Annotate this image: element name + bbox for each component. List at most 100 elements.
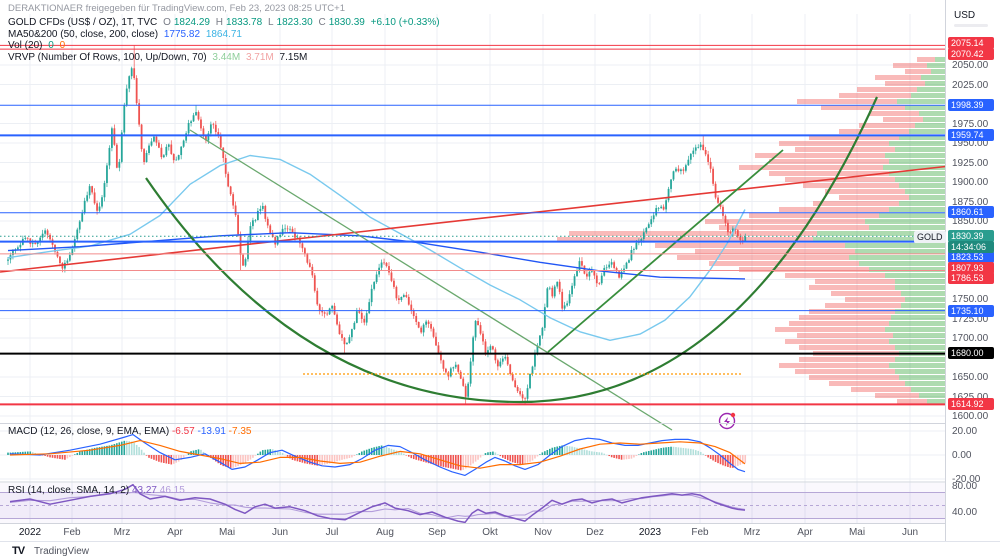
price-tick-label: 40.00 [952,507,978,518]
rsi-legend-row[interactable]: RSI (14, close, SMA, 14, 2) 43.27 46.15 [8,485,185,496]
macd-hist-value: -6.57 [171,426,195,437]
footer-bar: TV TradingView [0,541,1000,560]
vrvp-total-value: 7.15M [279,51,308,63]
rsi-value: 43.27 [131,485,157,496]
time-tick-label: Feb [691,527,709,538]
price-tick-label: 1900.00 [952,177,989,188]
vrvp-up-value: 3.44M [212,51,241,63]
price-tick-label: 1975.00 [952,118,989,130]
parabola-curve[interactable] [145,96,879,404]
low-label: L [267,17,274,28]
green-ascending-trendline[interactable] [547,149,784,353]
price-level-label: 1823.53 [948,251,994,263]
symbol-legend-row[interactable]: GOLD CFDs (US$ / OZ), 1T, TVC O 1824.29 H… [8,17,443,29]
price-level-label: 1786.53 [948,272,994,284]
rsi-line [9,483,746,524]
time-tick-label: Dez [586,527,604,538]
price-tick-label: 1625.00 [952,391,989,403]
time-tick-label: Aug [376,527,394,538]
open-label: O [163,17,171,28]
time-tick-label: Jul [325,527,339,538]
vrvp-down-value: 3.71M [245,51,274,63]
symbol-title[interactable]: GOLD CFDs (US$ / OZ), 1T, TVC [8,17,158,28]
moving-averages [7,154,746,341]
price-tick-label: 1875.00 [952,196,989,208]
price-tick-label: 1600.00 [952,411,989,422]
ma-title[interactable]: MA50&200 (50, close, 200, close) [8,28,159,40]
ma-legend-row[interactable]: MA50&200 (50, close, 200, close) 1775.82… [8,29,443,41]
price-tick-label: 1700.00 [952,333,989,344]
price-level-label: 1680.00 [948,347,994,359]
price-levels [0,44,945,406]
price-tick-label: 2050.00 [952,60,989,71]
vrvp-title[interactable]: VRVP (Number Of Rows, 100, Up/Down, 70) [8,51,207,63]
indicator-legend: GOLD CFDs (US$ / OZ), 1T, TVC O 1824.29 H… [8,17,443,63]
price-level-label: 1614.92 [948,398,994,410]
ma200-value: 1864.71 [205,28,242,40]
price-axis[interactable]: USD 2050.00 2025.00 1975.00 1950.00 1925.00 1… [914,0,1000,541]
time-tick-label: Okt [482,527,498,538]
red-ascending-trendline[interactable] [0,165,951,273]
open-value: 1824.29 [173,17,210,28]
low-value: 1823.30 [276,17,313,28]
tradingview-brand-text[interactable]: TradingView [34,546,90,557]
green-descending-trendline[interactable] [189,129,673,431]
price-level-label: 1735.10 [948,305,994,317]
price-tick-label: 1725.00 [952,313,989,325]
time-tick-label: Apr [167,527,183,538]
vol-legend-row[interactable]: Vol (20) 0 0 [8,40,443,52]
price-tick-label: 1650.00 [952,372,989,383]
macd-pane [7,434,747,476]
price-tick-label: 80.00 [952,481,978,492]
vol-title[interactable]: Vol (20) [8,40,43,51]
current-price-label: 1830.39 GOLD [914,230,994,244]
price-level-label: 1959.74 [948,129,994,141]
time-tick-label: Jun [901,527,919,538]
high-value: 1833.78 [226,17,263,28]
time-tick-label: Mai [218,527,236,538]
macd-title[interactable]: MACD (12, 26, close, 9, EMA, EMA) [8,426,170,437]
vrvp-legend-row[interactable]: VRVP (Number Of Rows, 100, Up/Down, 70) … [8,52,443,64]
drawings [0,96,951,431]
time-tick-label: Mrz [743,527,761,538]
price-tick-label: 2025.00 [952,79,989,91]
macd-legend-row[interactable]: MACD (12, 26, close, 9, EMA, EMA) -6.57 … [8,426,251,437]
price-tick-label: 0.00 [952,450,972,461]
high-label: H [215,17,224,28]
time-tick-label: Apr [797,527,813,538]
price-tick-label: -20.00 [952,474,981,485]
rsi-pane [0,483,945,524]
ma50-value: 1775.82 [163,28,201,40]
tradingview-logo-icon[interactable]: TV [12,545,25,557]
axis-currency-label: USD [954,10,976,21]
price-level-label: 1807.93 [948,262,994,274]
rsi-title[interactable]: RSI (14, close, SMA, 14, 2) [8,485,130,496]
pane-separators [0,423,1000,524]
rsi-sma-value: 46.15 [159,485,185,496]
price-level-label: 2075.14 [948,37,994,49]
vol-up-value: 0 [48,40,54,51]
time-tick-label: 2022 [18,527,42,538]
candlestick-series[interactable] [7,45,747,405]
macd-signal-line [9,440,746,469]
time-axis[interactable]: 2022 Feb Mrz Apr Mai Jun Jul Aug Sep Okt Nov Dez 202… [0,524,945,541]
macd-signal-value: -7.35 [228,426,252,437]
grid [0,14,945,523]
bar-countdown: 14:34:06 [948,241,994,254]
time-tick-label: Mrz [113,527,131,538]
price-tick-label: 1750.00 [952,294,989,305]
time-tick-label: Nov [534,527,552,538]
close-value: 1830.39 [328,17,365,28]
ma200-line [7,154,746,341]
watermark-text: DERAKTIONAER freigegeben für TradingView… [8,3,345,14]
time-tick-label: 2023 [638,527,662,538]
close-label: C [318,17,326,28]
time-tick-label: Feb [63,527,81,538]
time-tick-label: Sep [428,527,446,538]
change-value: +6.10 (+0.33%) [370,17,440,28]
time-tick-label: Jun [271,527,289,538]
price-level-label: 1998.39 [948,99,994,111]
vol-down-value: 0 [59,40,66,51]
